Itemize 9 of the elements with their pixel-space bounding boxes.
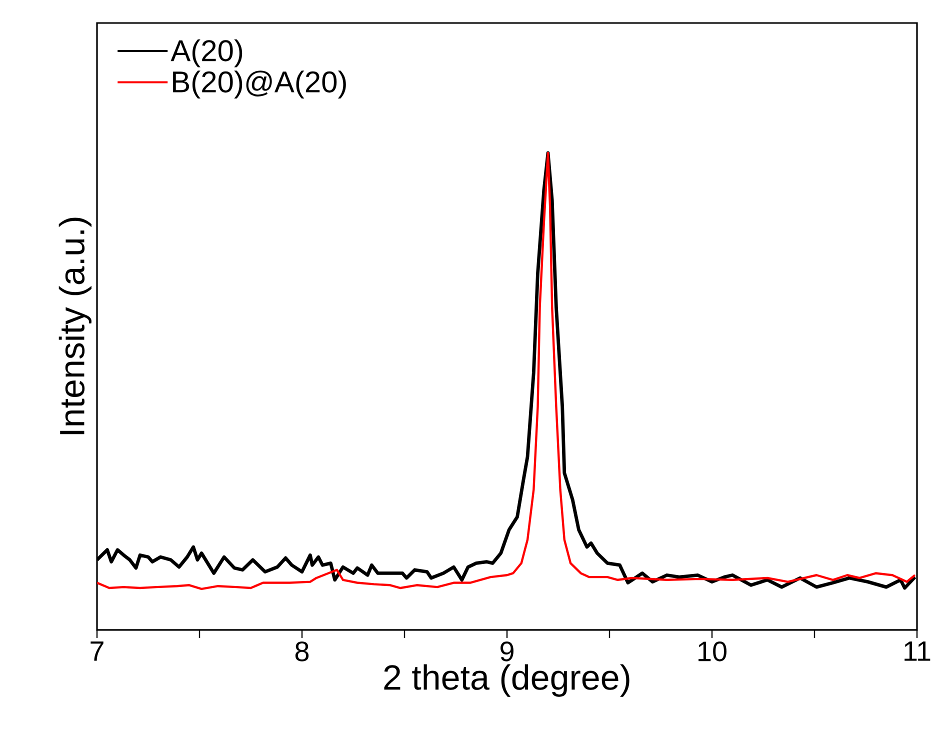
x-axis-title: 2 theta (degree) — [384, 664, 630, 697]
x-tick-label: 11 — [904, 642, 930, 661]
x-tick-label: 8 — [295, 642, 309, 662]
legend-label: B(20)@A(20) — [173, 70, 346, 99]
x-tick-label: 10 — [698, 642, 726, 662]
legend-label: A(20) — [170, 39, 242, 68]
x-tick-label: 9 — [500, 642, 514, 662]
y-axis-title: Intensity (a.u.) — [58, 218, 92, 434]
x-tick-label: 7 — [90, 642, 104, 661]
